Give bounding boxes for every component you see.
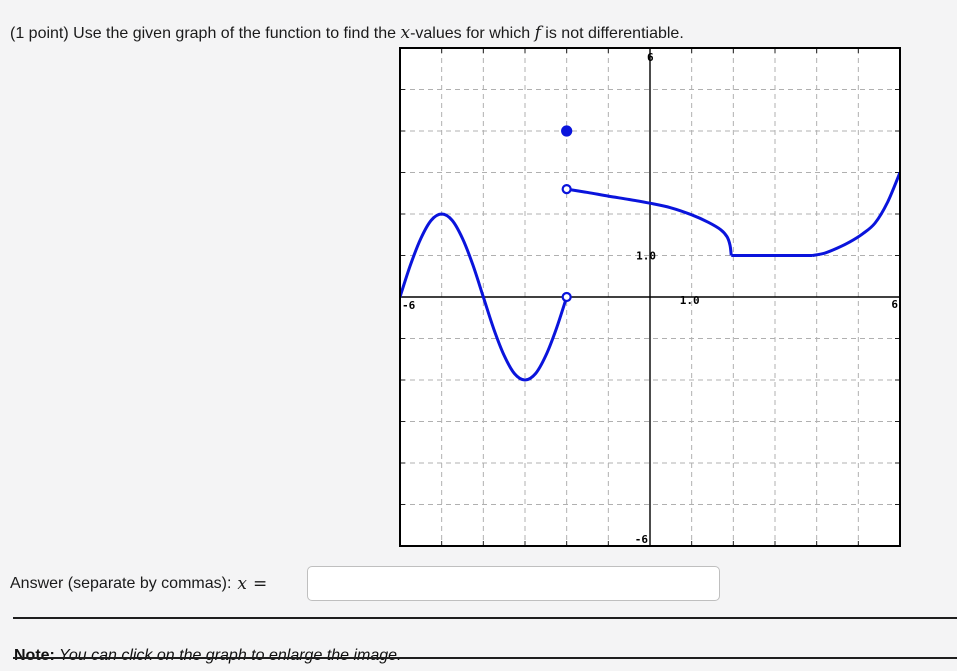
problem-text-3: is not differentiable. xyxy=(540,25,684,42)
divider-bottom xyxy=(13,657,957,659)
graph-svg[interactable]: 6 -6 -6 6 1.0 1.0 xyxy=(399,47,901,547)
problem-statement: (1 point) Use the given graph of the fun… xyxy=(10,22,684,45)
math-f-variable: f xyxy=(534,23,541,43)
open-point xyxy=(561,184,572,195)
answer-row: Answer (separate by commas): x = xyxy=(10,566,267,601)
math-x-variable: x xyxy=(400,23,411,43)
note-line: Note: You can click on the graph to enla… xyxy=(14,647,402,665)
problem-text-1: (1 point) Use the given graph of the fun… xyxy=(10,25,401,42)
x-axis-right-label: 6 xyxy=(891,298,898,311)
note-label: Note: xyxy=(14,647,55,664)
problem-text-2: -values for which xyxy=(410,25,535,42)
divider-top xyxy=(13,617,957,619)
function-graph[interactable]: 6 -6 -6 6 1.0 1.0 xyxy=(399,47,901,547)
function-curve xyxy=(399,171,901,382)
y-axis-bottom-label: -6 xyxy=(635,533,649,546)
y-axis-top-label: 6 xyxy=(647,51,654,64)
note-text: You can click on the graph to enlarge th… xyxy=(54,647,402,664)
y-axis-one-label: 1.0 xyxy=(636,250,656,263)
endpoint-dots xyxy=(561,125,573,303)
answer-label: Answer (separate by commas): xyxy=(10,574,232,592)
curve-piece-sine-branch xyxy=(399,212,569,382)
curve-piece-rising-branch xyxy=(812,171,901,257)
closed-point xyxy=(561,125,573,137)
answer-math-x: x xyxy=(237,573,247,594)
open-point xyxy=(561,291,572,303)
x-axis-left-label: -6 xyxy=(402,299,416,312)
answer-input[interactable] xyxy=(307,566,720,601)
axis-labels: 6 -6 -6 6 1.0 1.0 xyxy=(402,51,898,546)
answer-math-equals: = xyxy=(253,573,268,594)
plot-frame xyxy=(399,47,901,547)
curve-piece-middle-branch xyxy=(566,187,733,256)
x-axis-one-label: 1.0 xyxy=(680,294,700,307)
